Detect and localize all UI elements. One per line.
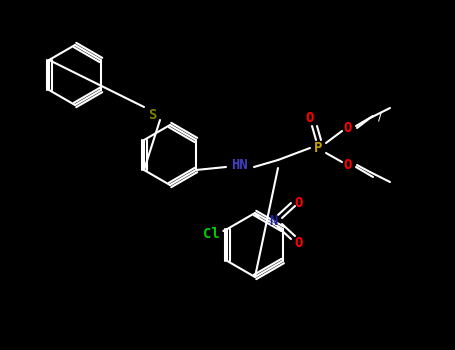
Text: P: P [314,141,322,155]
Text: O: O [295,196,303,210]
Text: O: O [344,158,352,172]
Text: O: O [295,236,303,250]
Text: S: S [148,108,156,122]
Text: N: N [269,214,277,228]
Text: HN: HN [232,158,248,172]
Text: /: / [378,110,382,122]
Text: Cl: Cl [203,227,220,241]
Text: O: O [306,111,314,125]
Text: O: O [344,121,352,135]
